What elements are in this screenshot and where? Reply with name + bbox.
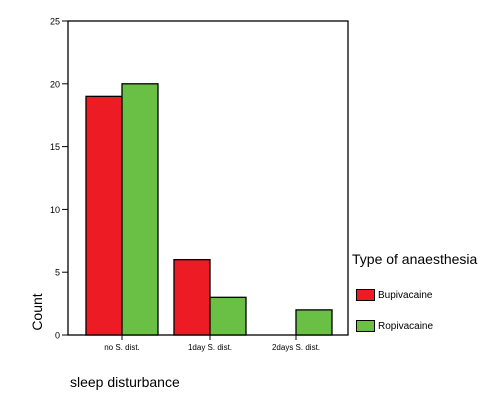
y-tick-label: 0 — [55, 331, 60, 341]
x-tick-label: 1day S. dist. — [188, 343, 232, 352]
legend-title: Type of anaesthesia — [352, 251, 478, 267]
legend-swatch-bupivacaine — [356, 289, 375, 301]
y-axis-title: Count — [29, 293, 45, 331]
y-tick-label: 20 — [50, 79, 60, 89]
bar-bupivacaine — [173, 258, 211, 336]
legend-item-ropivacaine: Ropivacaine — [356, 319, 433, 333]
legend-swatch-ropivacaine — [356, 320, 375, 332]
bar-ropivacaine — [121, 83, 159, 336]
bar-bupivacaine — [85, 95, 123, 336]
bar-ropivacaine — [295, 309, 333, 336]
y-tick-label: 10 — [50, 205, 60, 215]
x-axis-title: sleep disturbance — [70, 374, 180, 390]
y-tick-label: 15 — [50, 142, 60, 152]
legend-item-bupivacaine: Bupivacaine — [356, 288, 432, 302]
y-tick-label: 25 — [50, 17, 60, 27]
x-tick-label: no S. dist. — [104, 343, 140, 352]
legend-label-bupivacaine: Bupivacaine — [378, 289, 433, 301]
x-tick-label: 2days S. dist. — [272, 343, 320, 352]
y-tick-label: 5 — [55, 268, 60, 278]
bar-ropivacaine — [209, 296, 247, 336]
legend-label-ropivacaine: Ropivacaine — [378, 320, 434, 332]
